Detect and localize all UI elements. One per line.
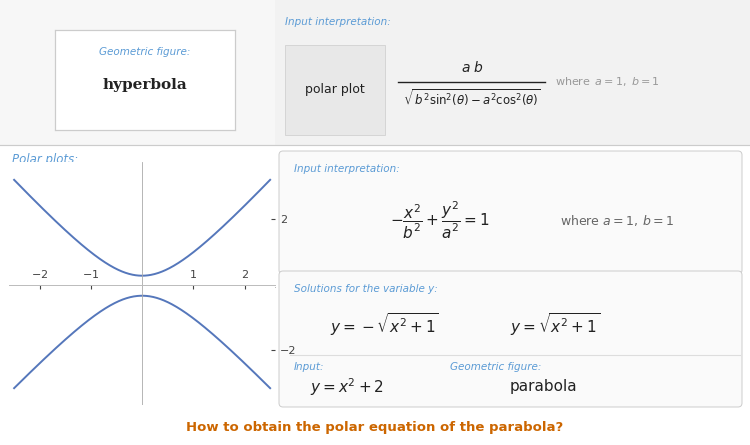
Text: $y=x^2+2$: $y=x^2+2$ — [310, 376, 384, 398]
Text: Input interpretation:: Input interpretation: — [294, 164, 400, 174]
Text: Geometric figure:: Geometric figure: — [450, 362, 542, 372]
Text: Solutions for the variable y:: Solutions for the variable y: — [294, 284, 438, 294]
Text: Geometric figure:: Geometric figure: — [99, 47, 190, 57]
Text: $-\dfrac{x^2}{b^2}+\dfrac{y^2}{a^2}=1$: $-\dfrac{x^2}{b^2}+\dfrac{y^2}{a^2}=1$ — [390, 199, 490, 241]
Text: Input interpretation:: Input interpretation: — [285, 17, 391, 27]
Text: $y=\sqrt{x^2+1}$: $y=\sqrt{x^2+1}$ — [510, 312, 600, 339]
Text: Polar plots:: Polar plots: — [12, 154, 78, 166]
Bar — [275, 0, 750, 145]
Text: hyperbola: hyperbola — [103, 78, 188, 92]
Text: How to obtain the polar equation of the parabola?: How to obtain the polar equation of the … — [186, 421, 564, 433]
Text: polar plot: polar plot — [305, 84, 364, 97]
Bar — [285, 45, 385, 135]
Text: $y=-\sqrt{x^2+1}$: $y=-\sqrt{x^2+1}$ — [330, 312, 439, 339]
Bar — [0, 0, 275, 145]
FancyBboxPatch shape — [55, 30, 235, 130]
FancyBboxPatch shape — [279, 151, 742, 274]
Text: Input:: Input: — [294, 362, 325, 372]
Text: parabola: parabola — [510, 380, 578, 395]
Text: where $\,a=1,\;b=1$: where $\,a=1,\;b=1$ — [555, 76, 660, 89]
Text: $\sqrt{\,b^2\sin^2\!(\theta)-a^2\cos^2\!(\theta)}$: $\sqrt{\,b^2\sin^2\!(\theta)-a^2\cos^2\!… — [403, 87, 541, 109]
FancyBboxPatch shape — [279, 271, 742, 407]
Text: where $a=1,\,b=1$: where $a=1,\,b=1$ — [560, 213, 674, 227]
Text: $a\;b$: $a\;b$ — [460, 61, 483, 76]
